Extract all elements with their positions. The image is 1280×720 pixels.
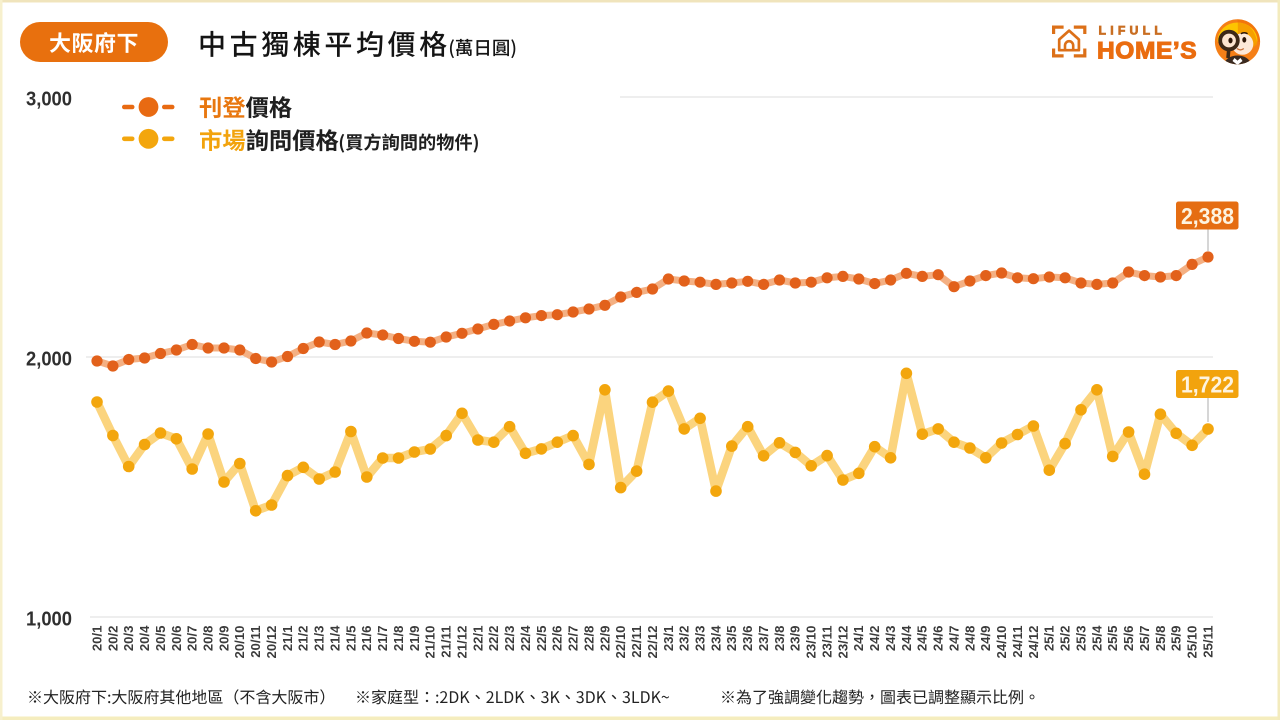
svg-text:23/4: 23/4 [708, 625, 723, 651]
svg-text:25/3: 25/3 [1073, 626, 1088, 652]
svg-text:23/3: 23/3 [693, 626, 708, 652]
svg-text:22/9: 22/9 [597, 626, 612, 652]
svg-text:21/11: 21/11 [439, 626, 454, 658]
svg-text:21/1: 21/1 [280, 626, 295, 652]
svg-text:23/12: 23/12 [835, 626, 850, 659]
svg-text:HOME’S: HOME’S [1097, 38, 1197, 65]
svg-text:24/1: 24/1 [851, 626, 866, 652]
svg-text:20/7: 20/7 [185, 626, 200, 652]
svg-text:20/9: 20/9 [216, 626, 231, 652]
svg-text:20/12: 20/12 [264, 626, 279, 659]
svg-text:23/5: 23/5 [724, 626, 739, 652]
svg-text:22/12: 22/12 [645, 626, 660, 659]
svg-text:24/7: 24/7 [946, 626, 961, 652]
svg-text:25/9: 25/9 [1169, 626, 1184, 652]
svg-text:22/11: 22/11 [629, 626, 644, 658]
svg-text:21/10: 21/10 [423, 626, 438, 659]
svg-text:25/5: 25/5 [1105, 626, 1120, 652]
svg-text:24/3: 24/3 [883, 626, 898, 652]
svg-text:3,000: 3,000 [26, 88, 72, 111]
svg-text:24/11: 24/11 [1010, 626, 1025, 658]
svg-text:24/2: 24/2 [867, 626, 882, 652]
svg-text:25/11: 25/11 [1200, 626, 1215, 658]
svg-text:22/7: 22/7 [566, 626, 581, 652]
svg-text:23/8: 23/8 [772, 626, 787, 652]
svg-text:23/2: 23/2 [677, 626, 692, 652]
svg-text:24/10: 24/10 [994, 626, 1009, 659]
svg-text:24/8: 24/8 [962, 626, 977, 652]
svg-text:22/3: 22/3 [502, 626, 517, 652]
svg-text:21/5: 21/5 [343, 626, 358, 652]
svg-text:21/8: 21/8 [391, 626, 406, 652]
svg-text:21/12: 21/12 [454, 626, 469, 659]
svg-text:24/12: 24/12 [1026, 626, 1041, 659]
svg-text:20/4: 20/4 [137, 625, 152, 651]
svg-text:21/2: 21/2 [296, 626, 311, 652]
svg-text:23/6: 23/6 [740, 626, 755, 652]
svg-text:2,388: 2,388 [1181, 203, 1234, 229]
svg-text:22/1: 22/1 [470, 626, 485, 652]
svg-text:20/11: 20/11 [248, 626, 263, 658]
svg-text:25/1: 25/1 [1042, 626, 1057, 652]
svg-text:23/11: 23/11 [820, 626, 835, 658]
svg-text:25/10: 25/10 [1185, 626, 1200, 659]
svg-text:LIFULL: LIFULL [1099, 24, 1167, 38]
svg-text:20/1: 20/1 [89, 626, 104, 652]
svg-text:1,000: 1,000 [26, 608, 72, 631]
svg-text:21/9: 21/9 [407, 626, 422, 652]
svg-text:20/10: 20/10 [232, 626, 247, 659]
svg-text:2,000: 2,000 [26, 348, 72, 371]
svg-text:24/9: 24/9 [978, 626, 993, 652]
svg-text:25/7: 25/7 [1137, 626, 1152, 652]
svg-text:25/4: 25/4 [1089, 625, 1104, 651]
svg-text:21/4: 21/4 [328, 625, 343, 651]
svg-text:22/6: 22/6 [550, 626, 565, 652]
svg-text:22/2: 22/2 [486, 626, 501, 652]
svg-text:20/6: 20/6 [169, 626, 184, 652]
svg-text:1,722: 1,722 [1181, 372, 1234, 398]
svg-text:22/4: 22/4 [518, 625, 533, 651]
svg-text:24/4: 24/4 [899, 625, 914, 651]
svg-text:24/6: 24/6 [931, 626, 946, 652]
svg-text:23/9: 23/9 [788, 626, 803, 652]
svg-text:25/6: 25/6 [1121, 626, 1136, 652]
svg-text:20/2: 20/2 [105, 626, 120, 652]
svg-text:24/5: 24/5 [915, 626, 930, 652]
svg-text:21/6: 21/6 [359, 626, 374, 652]
svg-text:20/3: 20/3 [121, 626, 136, 652]
svg-text:21/7: 21/7 [375, 626, 390, 652]
svg-text:23/10: 23/10 [804, 626, 819, 659]
svg-text:22/10: 22/10 [613, 626, 628, 659]
svg-text:21/3: 21/3 [312, 626, 327, 652]
svg-text:22/5: 22/5 [534, 626, 549, 652]
svg-text:25/8: 25/8 [1153, 626, 1168, 652]
svg-text:22/8: 22/8 [581, 626, 596, 652]
svg-text:23/1: 23/1 [661, 626, 676, 652]
svg-text:25/2: 25/2 [1058, 626, 1073, 652]
svg-text:20/5: 20/5 [153, 626, 168, 652]
svg-text:20/8: 20/8 [201, 626, 216, 652]
svg-text:23/7: 23/7 [756, 626, 771, 652]
